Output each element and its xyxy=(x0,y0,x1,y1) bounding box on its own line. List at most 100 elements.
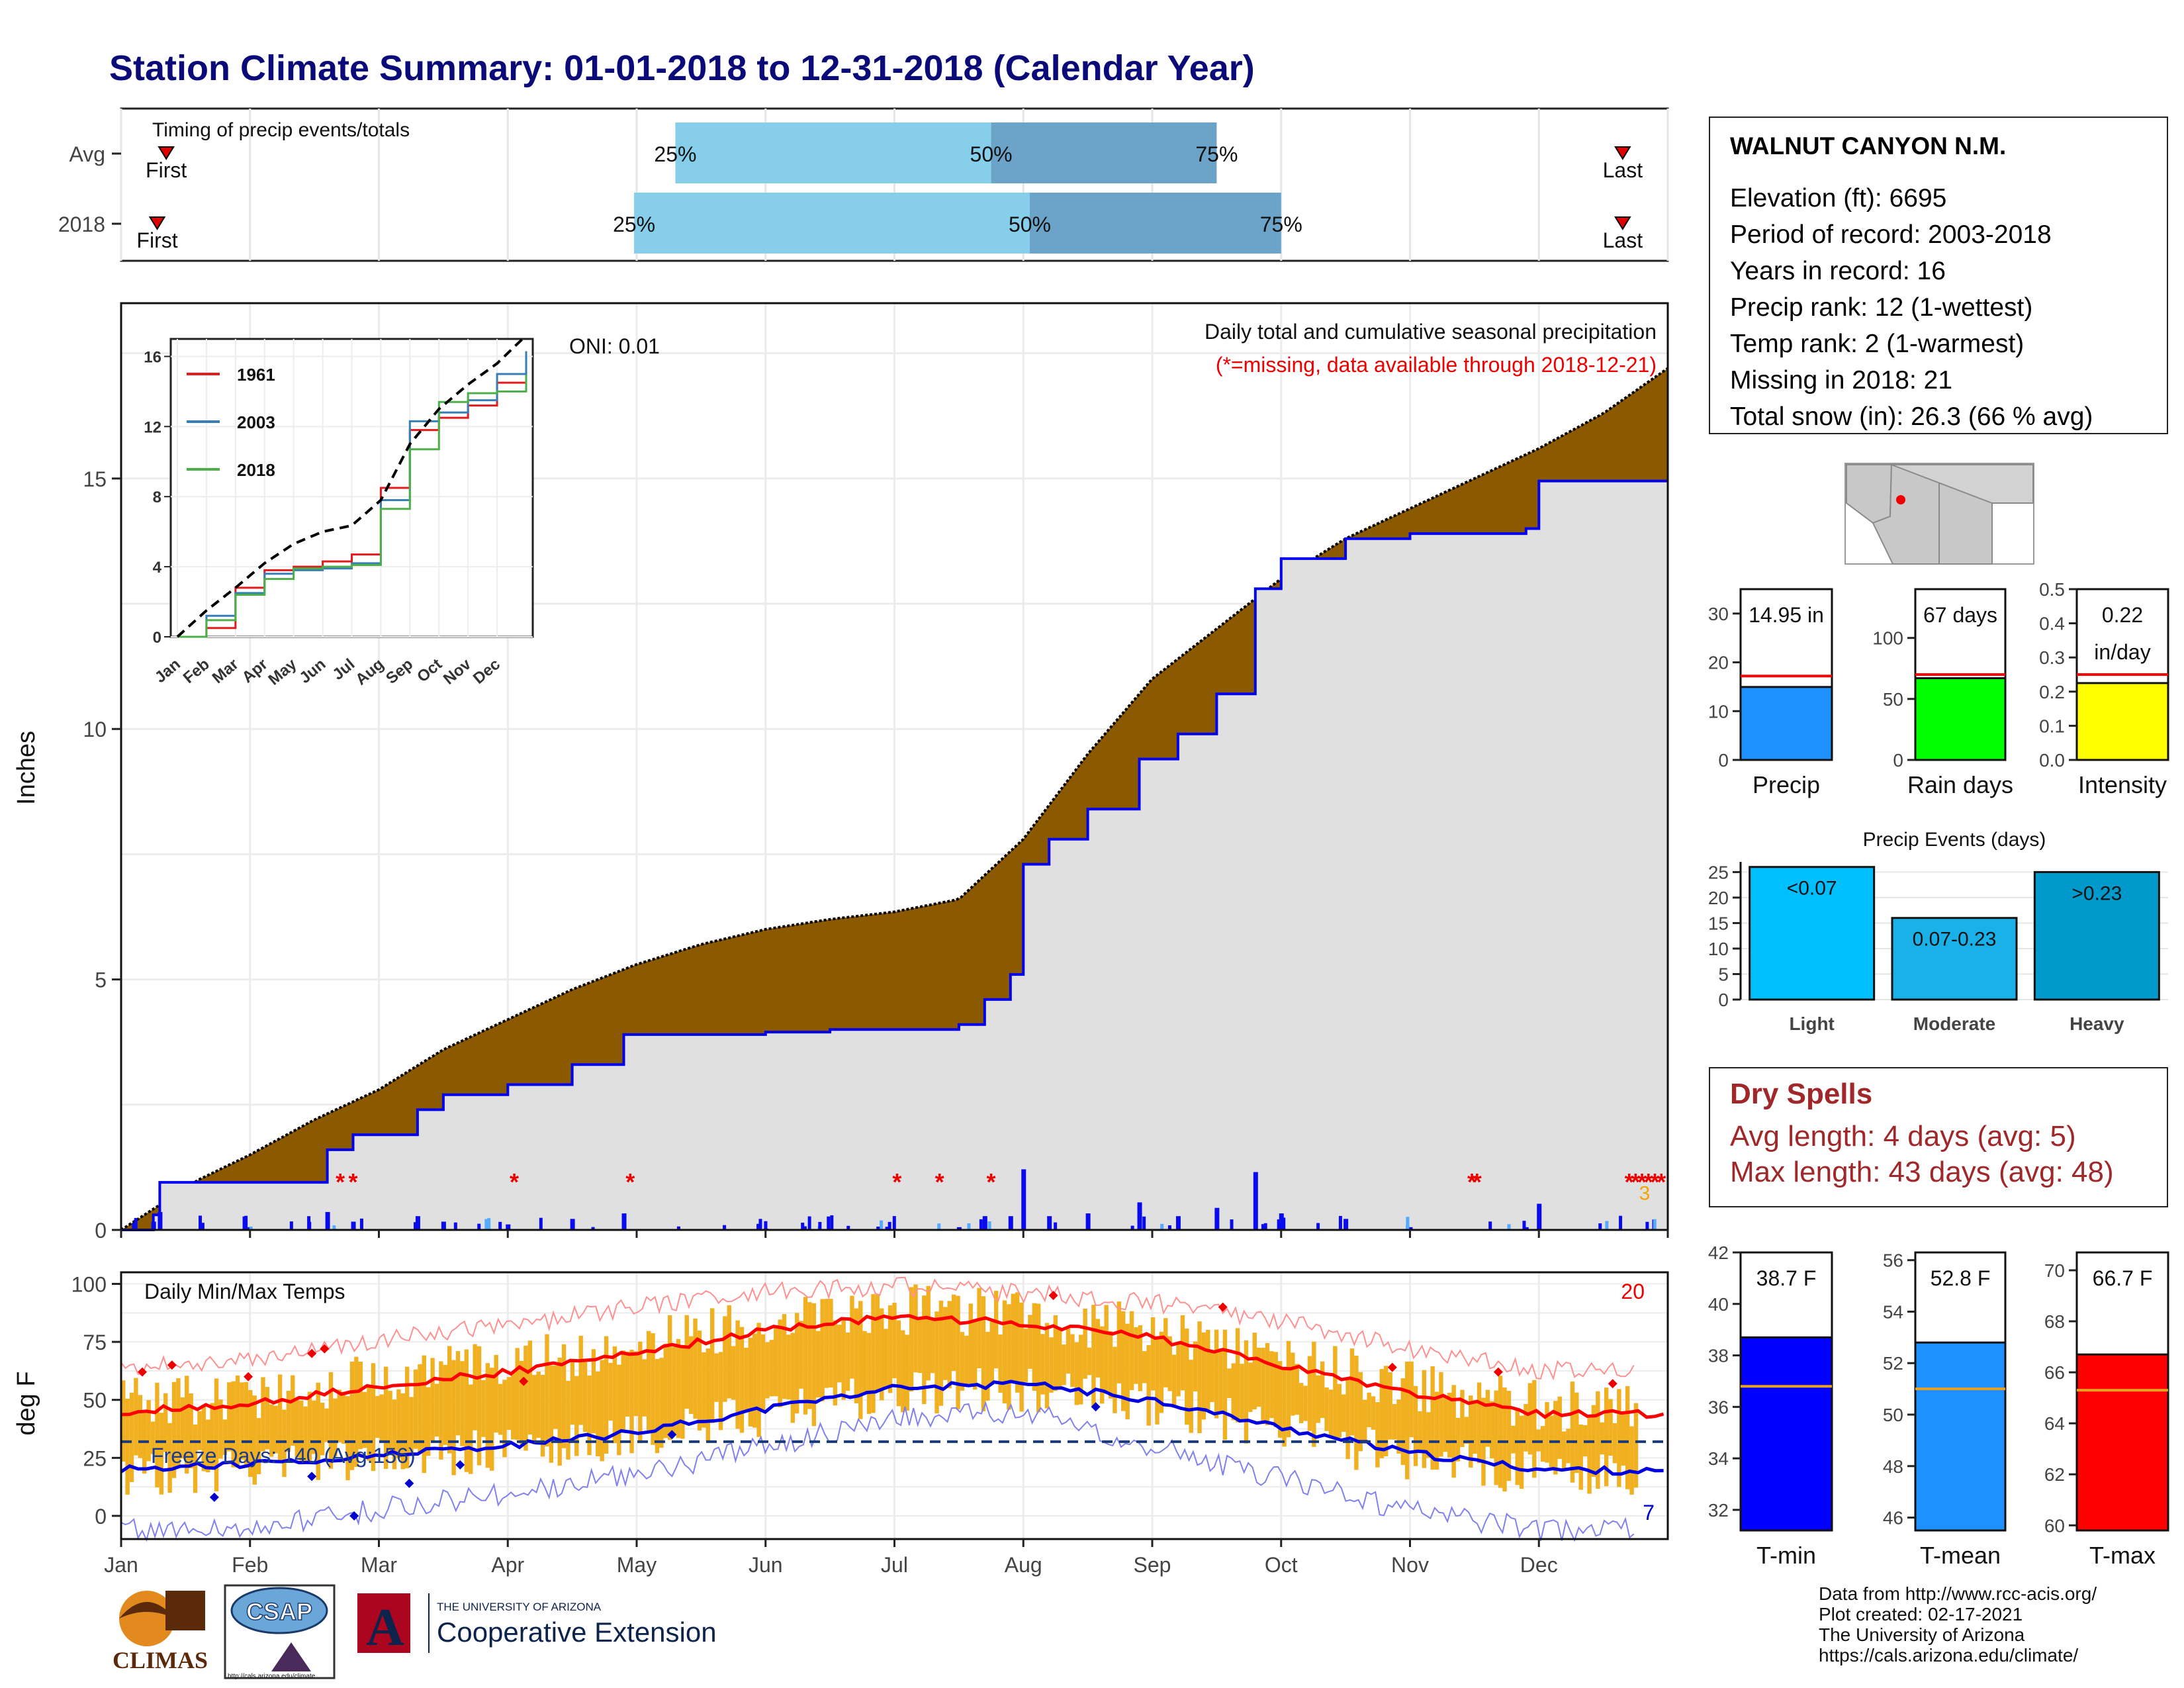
daily-precip-bar xyxy=(484,1219,488,1230)
daily-temp-range-bar xyxy=(1227,1368,1232,1399)
daily-temp-range-bar xyxy=(1295,1364,1299,1415)
precip_total-bar xyxy=(1739,686,1833,761)
rain_days-xlabel: Rain days xyxy=(1907,771,2013,798)
intensity-bar xyxy=(2075,682,2169,761)
tmax-ytick-label: 66 xyxy=(2044,1362,2065,1383)
daily-temp-range-bar xyxy=(388,1391,392,1456)
timing-first-label: First xyxy=(136,228,177,252)
daily-temp-range-bar xyxy=(206,1419,210,1473)
daily-temp-range-bar xyxy=(1524,1403,1528,1452)
daily-temp-range-bar xyxy=(1570,1382,1575,1483)
station-info-box: WALNUT CANYON N.M. Elevation (ft): 6695 … xyxy=(1709,117,2168,434)
daily-temp-range-bar xyxy=(549,1365,554,1463)
daily-temp-range-bar xyxy=(176,1378,181,1468)
daily-temp-range-bar xyxy=(1235,1328,1240,1423)
daily-temp-range-bar xyxy=(735,1320,740,1429)
daily-temp-range-bar xyxy=(1596,1391,1600,1489)
timing-category-label: Avg xyxy=(69,142,105,166)
daily-temp-range-bar xyxy=(1439,1372,1443,1457)
daily-temp-range-bar xyxy=(1621,1414,1625,1466)
daily-temp-range-bar xyxy=(231,1381,236,1468)
daily-temp-range-bar xyxy=(362,1391,367,1448)
daily-temp-range-bar xyxy=(1498,1376,1503,1488)
daily-precip-bar xyxy=(1522,1221,1526,1230)
daily-temp-range-bar xyxy=(1358,1372,1363,1452)
daily-precip-bar xyxy=(158,1211,163,1230)
daily-precip-bar xyxy=(982,1216,987,1230)
rain_days-value-label: 67 days xyxy=(1923,603,1997,627)
daily-temp-range-bar xyxy=(1231,1363,1236,1421)
daily-temp-range-bar xyxy=(1049,1337,1054,1393)
station-period: Period of record: 2003-2018 xyxy=(1730,220,2052,249)
daily-temp-range-bar xyxy=(189,1393,193,1468)
daily-temp-range-bar xyxy=(905,1335,909,1411)
daily-precip-bar xyxy=(1343,1219,1349,1230)
daily-temp-range-bar xyxy=(1426,1412,1431,1458)
daily-temp-range-bar xyxy=(1460,1389,1465,1447)
daily-precip-bar xyxy=(591,1227,595,1230)
daily-temp-range-bar xyxy=(884,1329,888,1388)
daily-temp-range-bar xyxy=(316,1382,320,1480)
precip-ytick-label: 10 xyxy=(83,718,107,741)
precip-events-bar xyxy=(2033,870,2160,1001)
daily-temp-range-bar xyxy=(697,1331,702,1431)
avg-min-temp-line xyxy=(120,1380,1664,1476)
dry-spells-avg: Avg length: 4 days (avg: 5) xyxy=(1730,1120,2076,1152)
avg-max-temp-line xyxy=(120,1314,1664,1419)
ua-small-text: THE UNIVERSITY OF ARIZONA xyxy=(437,1601,602,1613)
timing-bar-q50-q75 xyxy=(1029,193,1281,254)
daily-temp-range-bar xyxy=(684,1315,689,1409)
daily-temp-range-bar xyxy=(989,1321,994,1385)
daily-temp-range-bar xyxy=(218,1399,223,1459)
missing-data-marker: * xyxy=(1651,1168,1660,1196)
intensity-ytick-label: 0.0 xyxy=(2039,750,2065,771)
daily-temp-range-bar xyxy=(1066,1327,1071,1374)
missing-data-marker: * xyxy=(510,1168,519,1196)
daily-temp-range-bar xyxy=(527,1340,533,1435)
record-low-count: 7 xyxy=(1643,1501,1655,1524)
daily-temp-range-bar xyxy=(727,1305,731,1399)
daily-temp-range-bar xyxy=(519,1360,524,1444)
daily-temp-range-bar xyxy=(1176,1343,1181,1397)
daily-temp-range-bar xyxy=(1180,1315,1185,1391)
daily-precip-bar xyxy=(158,1223,162,1230)
inset-ytick-label: 12 xyxy=(144,418,161,436)
daily-temp-range-bar xyxy=(1138,1325,1143,1391)
daily-temp-range-bar xyxy=(490,1368,494,1471)
precip-events-ytick-label: 0 xyxy=(1718,990,1729,1010)
month-xtick-label: Apr xyxy=(491,1553,524,1577)
daily-temp-range-bar xyxy=(1617,1389,1621,1487)
daily-precip-bar xyxy=(244,1215,248,1230)
csap-logo-text: CSAP xyxy=(246,1598,312,1625)
temp-ytick-label: 25 xyxy=(83,1446,107,1470)
daily-temp-range-bar xyxy=(240,1382,244,1460)
precip-events-bar xyxy=(1749,866,1876,1001)
precip-ytick-label: 0 xyxy=(95,1219,107,1243)
daily-temp-range-bar xyxy=(629,1350,634,1454)
daily-temp-range-bar xyxy=(1447,1392,1452,1458)
northern-states-shape xyxy=(1891,464,2034,504)
timing-q25-label: 25% xyxy=(654,142,696,166)
daily-temp-range-bar xyxy=(1134,1327,1138,1384)
precip_total-xlabel: Precip xyxy=(1752,771,1820,798)
timing-first-marker xyxy=(148,216,166,230)
dry-spells-title: Dry Spells xyxy=(1730,1078,1873,1110)
month-xtick-label: Nov xyxy=(1391,1553,1429,1577)
daily-temp-range-bar xyxy=(155,1382,159,1488)
month-xtick-label: Sep xyxy=(1134,1553,1171,1577)
daily-temp-range-bar xyxy=(426,1387,431,1456)
daily-temp-range-bar xyxy=(269,1404,274,1457)
record-high-marker xyxy=(320,1344,330,1354)
missing-count-label: 3 xyxy=(1639,1183,1651,1205)
daily-temp-range-bar xyxy=(1193,1341,1198,1391)
precip-subtitle: (*=missing, data available through 2018-… xyxy=(1216,353,1657,377)
missing-data-marker: * xyxy=(349,1168,358,1196)
daily-temp-range-bar xyxy=(1409,1361,1414,1438)
missing-data-marker: * xyxy=(336,1168,345,1196)
daily-temp-range-bar xyxy=(1265,1342,1270,1426)
record-high-marker xyxy=(244,1372,253,1382)
missing-data-marker: * xyxy=(892,1168,901,1196)
intensity-ytick-label: 0.1 xyxy=(2039,716,2065,736)
ua-block-a-icon: A xyxy=(366,1599,404,1657)
record-high-marker xyxy=(519,1376,529,1386)
